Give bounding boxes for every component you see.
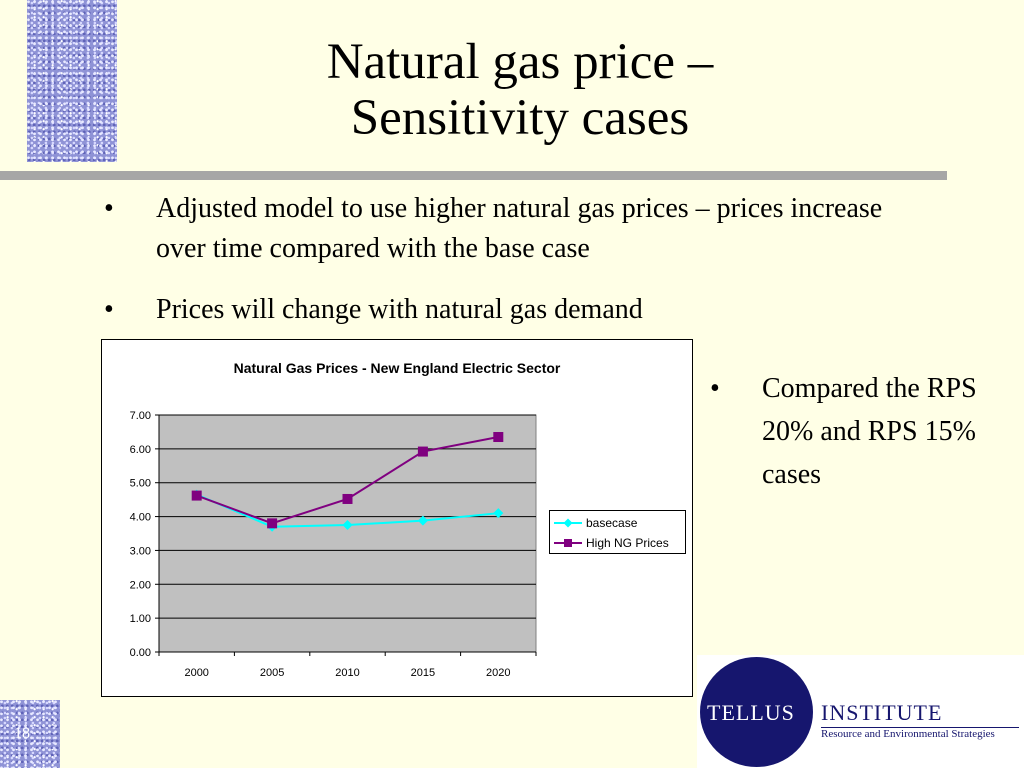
legend-item-basecase: basecase	[550, 513, 685, 533]
slide-number: 18	[14, 725, 30, 742]
legend-swatch-high-ng-prices	[554, 539, 582, 547]
x-tick-label: 2015	[411, 667, 435, 679]
logo-word-institute: INSTITUTE	[821, 700, 943, 725]
chart-legend: basecase High NG Prices	[549, 510, 686, 554]
data-point-basecase	[493, 508, 504, 519]
data-point-basecase	[342, 520, 353, 531]
legend-swatch-basecase	[554, 518, 582, 528]
x-tick-label: 2005	[260, 667, 284, 679]
data-point-high-ng-prices	[493, 432, 504, 443]
bullet-marker: •	[104, 193, 114, 224]
slide-title-line-1: Natural gas price –	[326, 34, 714, 90]
logo-word-tellus: TELLUS	[707, 700, 795, 725]
data-point-high-ng-prices	[342, 493, 353, 504]
slide-title-line-2: Sensitivity cases	[350, 90, 690, 146]
x-tick-label: 2010	[335, 667, 359, 679]
bullet-marker: •	[710, 373, 720, 404]
chart-title: Natural Gas Prices - New England Electri…	[233, 360, 561, 376]
bullet-text: Prices will change with natural gas dema…	[156, 294, 643, 325]
decorative-pattern-bottom	[0, 700, 60, 768]
side-bullet-text: Compared the RPS 20% and RPS 15% cases	[762, 373, 977, 490]
bullet-item: • Adjusted model to use higher natural g…	[104, 189, 924, 269]
data-point-basecase	[417, 515, 428, 526]
y-tick-label: 0.00	[130, 647, 151, 659]
y-tick-label: 6.00	[130, 444, 151, 456]
logo-divider	[821, 727, 1019, 728]
side-bullet-item: • Compared the RPS 20% and RPS 15% cases	[710, 367, 1010, 497]
decorative-pattern-top	[27, 0, 117, 162]
data-point-high-ng-prices	[267, 518, 278, 529]
data-point-high-ng-prices	[191, 490, 202, 501]
logo-tagline: Resource and Environmental Strategies	[821, 728, 995, 740]
y-tick-label: 1.00	[130, 613, 151, 625]
bullet-text: Adjusted model to use higher natural gas…	[156, 193, 883, 264]
y-tick-label: 4.00	[130, 512, 151, 524]
y-tick-label: 7.00	[130, 410, 151, 422]
x-tick-label: 2000	[184, 667, 208, 679]
chart-canvas: 0.00 1.00 2.00 3.00 4.00 5.00 6.00 7.00 2000 2005…	[130, 410, 537, 679]
y-tick-label: 5.00	[130, 478, 151, 490]
data-point-high-ng-prices	[417, 446, 428, 457]
y-tick-label: 2.00	[130, 579, 151, 591]
slide-title: Natural gas price – Sensitivity cases	[200, 34, 840, 146]
y-tick-label: 3.00	[130, 545, 151, 557]
legend-label-basecase: basecase	[586, 516, 638, 530]
legend-item-high-ng-prices: High NG Prices	[550, 533, 685, 553]
plot-area	[158, 414, 537, 653]
chart: 0.00 1.00 2.00 3.00 4.00 5.00 6.00 7.00 2000 2005…	[101, 339, 693, 697]
bullet-item: • Prices will change with natural gas de…	[104, 290, 924, 330]
bullet-marker: •	[104, 294, 114, 325]
tellus-institute-logo: TELLUS INSTITUTE Resource and Environmen…	[697, 655, 1024, 768]
legend-label-high-ng-prices: High NG Prices	[586, 536, 669, 550]
title-divider	[0, 171, 947, 180]
x-tick-label: 2020	[486, 667, 510, 679]
logo-circle	[700, 657, 813, 767]
